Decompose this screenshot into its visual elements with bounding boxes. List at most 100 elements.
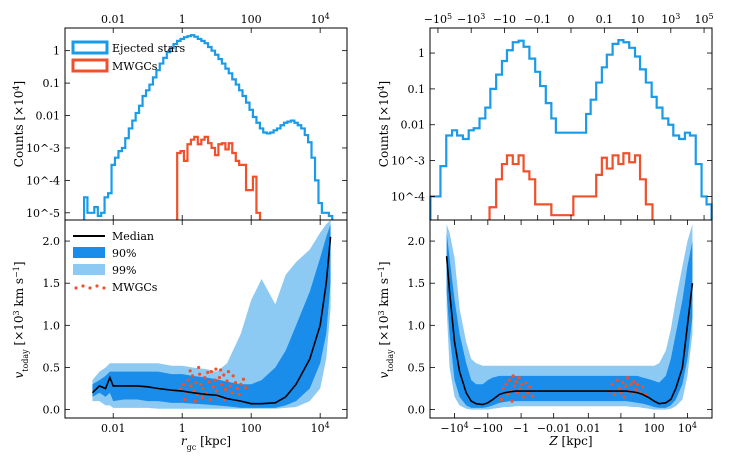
br-mwgc-point — [610, 382, 614, 386]
br-mwgc-point — [512, 384, 517, 388]
br-ytick-label: 2.0 — [408, 235, 426, 248]
bl-mwgc-point — [217, 375, 222, 380]
br-mwgc-point — [507, 378, 512, 382]
bl-mwgc-point — [220, 382, 224, 386]
tr-xtick-label: −103 — [457, 12, 485, 27]
bl-ytick-label: 1.0 — [43, 319, 61, 332]
tr-xtick-label: 103 — [661, 12, 680, 27]
br-ylabel: vtoday [×103 km s−1] — [377, 261, 395, 378]
bl-mwgc-point — [215, 389, 219, 393]
tl-ylabel: Counts [×104] — [12, 81, 27, 167]
br-mwgc-point — [501, 386, 505, 391]
br-mwgc-point — [514, 380, 518, 384]
legend-ejected-label: Ejected stars — [112, 42, 185, 55]
legend-mwgc-swatch — [71, 58, 109, 73]
bl-mwgc-point — [200, 396, 204, 400]
br-xtick-label: −1 — [513, 422, 529, 435]
br-ytick-label: 1.5 — [408, 277, 426, 290]
br-mwgc-point — [516, 391, 520, 395]
br-xtick-label: −104 — [440, 421, 468, 436]
bl-mwgc-point — [182, 382, 186, 386]
tr-xtick-label: 0.1 — [596, 13, 614, 26]
tl-ytick-label: 10^-4 — [26, 174, 60, 187]
br-xtick-label: 104 — [678, 421, 697, 436]
br-xtick-label: −100 — [473, 422, 503, 435]
bl-mwgc-point — [189, 384, 193, 388]
br-xtick-label: 100 — [644, 422, 665, 435]
br-mwgc-point — [621, 381, 625, 385]
bl-mwgc-point — [186, 378, 190, 382]
bl-frame — [64, 219, 348, 419]
tl-ytick-label: 0.1 — [43, 77, 61, 90]
bl-mwgc-point — [179, 386, 183, 391]
br-mwgc-point — [520, 382, 524, 386]
bl-mwgc-point — [203, 375, 207, 380]
legend-dot — [74, 286, 78, 290]
br-mwgc-point — [632, 380, 636, 384]
br-mwgc-point — [619, 391, 623, 395]
panel-bottom-right-velocity: −104 −100 −1 −0.01 0.01 1 100 104 0.0 0.5 1.0 1.5 2.… — [377, 219, 713, 448]
tr-hist-ejected — [429, 38, 713, 220]
legend-mwgc-label: MWGCs — [112, 60, 158, 73]
tr-ytick-label: 10^-4 — [391, 190, 425, 203]
bl-mwgc-point — [201, 386, 205, 391]
br-ytick-label: 0.0 — [408, 404, 426, 417]
bl-mwgc-point — [225, 379, 229, 383]
br-mwgc-point — [499, 397, 504, 402]
tr-ytick-label: 10^-3 — [391, 155, 425, 168]
br-mwgc-point — [517, 375, 521, 380]
bl-xtick-label: 0.01 — [101, 422, 126, 435]
bl-mwgc-point — [231, 374, 235, 378]
bl-ytick-label: 0.0 — [43, 404, 61, 417]
tr-xtick-label: 105 — [695, 12, 714, 27]
bl-ytick-label: 2.0 — [43, 235, 61, 248]
br-mwgc-point — [634, 387, 638, 391]
br-mwgc-point — [531, 394, 535, 398]
bl-mwgc-point — [244, 386, 248, 390]
tr-xtick-label: −0.1 — [524, 13, 551, 26]
legend-dot — [95, 284, 99, 288]
bl-ylabel: vtoday [×103 km s−1] — [12, 261, 30, 378]
br-mwgc-point — [511, 374, 515, 378]
br-mwgc-point — [635, 382, 640, 386]
bl-mwgc-point — [207, 380, 211, 384]
br-mwgc-point — [625, 375, 630, 380]
br-mwgc-point — [510, 399, 514, 403]
bl-band-99 — [92, 220, 331, 409]
panel-top-right-histogram: −105 −103 −10 −0.1 0 0.1 10 103 105 10^-4 10^-3 0.0… — [377, 12, 714, 221]
legend-dot — [102, 286, 106, 290]
bl-mwgc-point — [193, 399, 197, 403]
tl-frame — [64, 27, 348, 221]
legend-mwgc-points-swatch — [74, 284, 106, 290]
br-mwgc-point — [612, 392, 616, 397]
tl-ytick-label: 1 — [53, 45, 60, 58]
bl-mwgc-point — [214, 367, 218, 371]
legend-99-label: 99% — [112, 264, 136, 277]
bl-mwgc-point — [213, 378, 217, 382]
bl-mwgc-point — [197, 365, 201, 370]
bl-mwgc-point — [237, 392, 241, 397]
bl-xlabel: rgc [kpc] — [181, 434, 231, 452]
legend-dot — [88, 286, 92, 290]
bl-mwgc-point — [219, 368, 223, 372]
br-mwgc-point — [622, 395, 626, 399]
br-mwgc-point — [506, 392, 510, 397]
legend-mwgc-points-label: MWGCs — [112, 281, 158, 294]
panel-bottom-left-velocity: 0.01 1 100 104 0.0 0.5 1.0 1.5 2.0 Median 90% 99… — [12, 219, 348, 452]
br-mwgc-point — [526, 391, 530, 395]
tl-xtick-label: 0.01 — [101, 13, 126, 26]
br-xtick-label: −0.01 — [537, 422, 571, 435]
bl-mwgc-point — [241, 377, 246, 381]
bl-mwgc-point — [209, 370, 213, 374]
br-ytick-label: 0.5 — [408, 361, 426, 374]
tl-xtick-label: 104 — [311, 12, 330, 27]
tr-xtick-label: 0 — [568, 13, 575, 26]
bl-ytick-label: 0.5 — [43, 361, 61, 374]
tl-xtick-label: 100 — [241, 13, 262, 26]
bl-mwgc-point — [194, 381, 198, 385]
br-mwgc-point — [504, 382, 508, 386]
tl-ytick-label: 0.01 — [36, 110, 61, 123]
tr-ylabel: Counts [×104] — [377, 81, 392, 167]
bl-legend: Median 90% 99% MWGCs — [73, 230, 158, 294]
bl-mwgc-point — [239, 382, 243, 386]
